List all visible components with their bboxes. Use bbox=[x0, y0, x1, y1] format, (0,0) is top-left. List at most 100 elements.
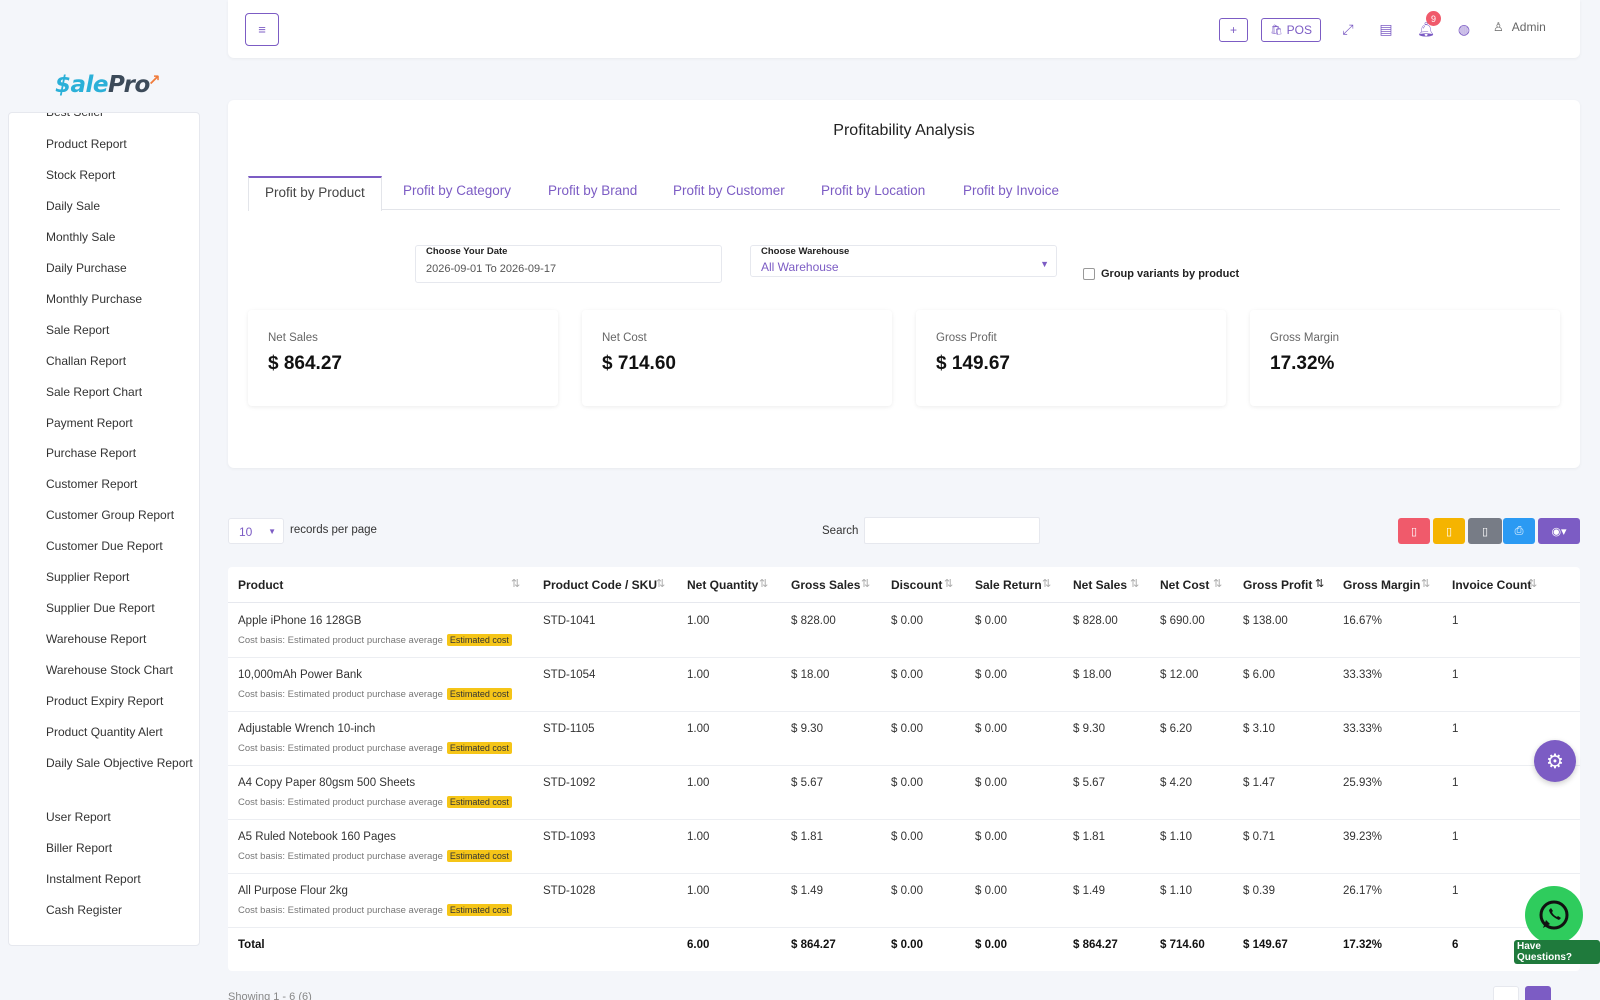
sidebar-item-stock-report[interactable]: Stock Report bbox=[46, 168, 116, 182]
tab-profit-by-brand[interactable]: Profit by Brand bbox=[548, 183, 638, 198]
column-header-net-cost[interactable]: Net Cost bbox=[1160, 578, 1210, 592]
sidebar-item-daily-sale[interactable]: Daily Sale bbox=[46, 199, 101, 213]
sort-icon[interactable]: ⇅ bbox=[759, 578, 769, 590]
table-cell: 1.00 bbox=[687, 723, 710, 735]
tab-profit-by-category[interactable]: Profit by Category bbox=[403, 183, 512, 198]
column-header-invoice-count[interactable]: Invoice Count bbox=[1452, 578, 1532, 592]
page-prev-button[interactable] bbox=[1493, 986, 1519, 1000]
showing-count: Showing 1 - 6 (6) bbox=[228, 991, 312, 1000]
sidebar-item-daily-purchase[interactable]: Daily Purchase bbox=[46, 261, 127, 275]
table-cell: $ 0.00 bbox=[975, 831, 1007, 843]
search-label: Search bbox=[822, 525, 859, 537]
sidebar-item-instalment-report[interactable]: Instalment Report bbox=[46, 872, 141, 886]
sidebar-item-purchase-report[interactable]: Purchase Report bbox=[46, 446, 137, 460]
table-cell: $ 828.00 bbox=[791, 615, 836, 627]
table-cell: 33.33% bbox=[1343, 669, 1383, 681]
brand-logo[interactable]: $alePro↗ bbox=[55, 71, 160, 98]
sidebar-item-challan-report[interactable]: Challan Report bbox=[46, 354, 127, 368]
sidebar-item-payment-report[interactable]: Payment Report bbox=[46, 416, 133, 430]
pos-button[interactable]: 🛍 POS bbox=[1261, 18, 1321, 42]
column-header-gross-sales[interactable]: Gross Sales bbox=[791, 578, 861, 592]
sort-icon[interactable]: ⇅ bbox=[511, 578, 521, 590]
table-row[interactable]: A4 Copy Paper 80gsm 500 Sheets STD-1092 1.… bbox=[228, 765, 1580, 820]
user-menu[interactable]: ♙ Admin bbox=[1493, 20, 1546, 34]
bell-icon[interactable]: 🔔︎ 9 bbox=[1416, 11, 1441, 39]
sidebar-item-product-report[interactable]: Product Report bbox=[46, 137, 127, 151]
group-variants-checkbox[interactable]: Group variants by product bbox=[1083, 268, 1239, 280]
warehouse-select[interactable]: Choose Warehouse All Warehouse ▼ bbox=[750, 245, 1057, 277]
cost-basis-note: Cost basis: Estimated product purchase a… bbox=[238, 904, 512, 916]
table-cell: $ 0.00 bbox=[891, 777, 923, 789]
globe-icon[interactable]: ◍ bbox=[1457, 20, 1471, 37]
table-row[interactable]: 10,000mAh Power Bank STD-1054 1.00 $ 18.00 $… bbox=[228, 657, 1580, 712]
date-range-field[interactable]: Choose Your Date 2026-09-01 To 2026-09-1… bbox=[415, 245, 722, 283]
sidebar-item-sale-report-chart[interactable]: Sale Report Chart bbox=[46, 385, 143, 399]
page-1-button[interactable] bbox=[1525, 986, 1551, 1000]
column-header-product[interactable]: Product bbox=[238, 578, 284, 592]
column-header-gross-margin[interactable]: Gross Margin bbox=[1343, 578, 1421, 592]
column-visibility-button[interactable]: ◉▾ bbox=[1538, 518, 1580, 544]
records-per-page-select[interactable]: 10 ▼ bbox=[228, 518, 284, 544]
search-input[interactable] bbox=[864, 517, 1040, 544]
sidebar-item-best-seller[interactable]: Best Seller bbox=[46, 112, 105, 119]
tab-profit-by-invoice[interactable]: Profit by Invoice bbox=[963, 183, 1060, 198]
column-header-discount[interactable]: Discount bbox=[891, 578, 943, 592]
stat-net-cost: Net Cost $ 714.60 bbox=[582, 310, 892, 406]
column-header-gross-profit[interactable]: Gross Profit bbox=[1243, 578, 1313, 592]
sidebar-item-warehouse-report[interactable]: Warehouse Report bbox=[46, 632, 147, 646]
sidebar-item-monthly-sale[interactable]: Monthly Sale bbox=[46, 230, 116, 244]
tab-profit-by-product[interactable]: Profit by Product bbox=[248, 176, 382, 211]
sort-icon[interactable]: ⇅ bbox=[1315, 578, 1325, 590]
print-button[interactable]: ⎙ bbox=[1503, 518, 1535, 544]
cost-basis-text: Cost basis: Estimated product purchase a… bbox=[238, 634, 443, 646]
sidebar-item-product-expiry-report[interactable]: Product Expiry Report bbox=[46, 694, 164, 708]
table-row[interactable]: Adjustable Wrench 10-inch STD-1105 1.00 $ 9… bbox=[228, 711, 1580, 766]
table-row[interactable]: Apple iPhone 16 128GB STD-1041 1.00 $ 828.0… bbox=[228, 603, 1580, 658]
cost-basis-note: Cost basis: Estimated product purchase a… bbox=[238, 796, 512, 808]
checkbox-box[interactable] bbox=[1083, 268, 1095, 280]
sidebar-item-sale-report[interactable]: Sale Report bbox=[46, 323, 110, 337]
add-button[interactable]: + bbox=[1219, 18, 1248, 42]
whatsapp-help-button[interactable] bbox=[1525, 886, 1583, 944]
fullscreen-icon[interactable]: ⤢ bbox=[1342, 20, 1354, 37]
column-header-sale-return[interactable]: Sale Return bbox=[975, 578, 1042, 592]
sort-icon[interactable]: ⇅ bbox=[1130, 578, 1140, 590]
sidebar-item-warehouse-stock-chart[interactable]: Warehouse Stock Chart bbox=[46, 663, 173, 677]
tab-profit-by-location[interactable]: Profit by Location bbox=[821, 183, 926, 198]
sidebar-item-customer-due-report[interactable]: Customer Due Report bbox=[46, 539, 163, 553]
caret-down-icon: ▼ bbox=[268, 527, 276, 536]
table-row[interactable]: All Purpose Flour 2kg STD-1028 1.00 $ 1.49 $… bbox=[228, 873, 1580, 928]
sort-icon[interactable]: ⇅ bbox=[656, 578, 666, 590]
sidebar-item-daily-sale-objective-report[interactable]: Daily Sale Objective Report bbox=[46, 756, 193, 770]
table-row[interactable]: A5 Ruled Notebook 160 Pages STD-1093 1.00 $… bbox=[228, 819, 1580, 874]
column-header-product-code-sku[interactable]: Product Code / SKU bbox=[543, 578, 658, 592]
total-cell: 17.32% bbox=[1343, 939, 1383, 951]
sort-icon[interactable]: ⇅ bbox=[1042, 578, 1052, 590]
sidebar-item-customer-group-report[interactable]: Customer Group Report bbox=[46, 508, 175, 522]
export-pdf-button[interactable]: ▯ bbox=[1398, 518, 1430, 544]
sidebar-item-product-quantity-alert[interactable]: Product Quantity Alert bbox=[46, 725, 163, 739]
table-cell: $ 1.10 bbox=[1160, 831, 1192, 843]
sort-icon[interactable]: ⇅ bbox=[944, 578, 954, 590]
archive-icon[interactable]: ▤ bbox=[1379, 20, 1393, 37]
sidebar-item-customer-report[interactable]: Customer Report bbox=[46, 477, 138, 491]
sidebar-item-monthly-purchase[interactable]: Monthly Purchase bbox=[46, 292, 143, 306]
sidebar-item-user-report[interactable]: User Report bbox=[46, 810, 111, 824]
sidebar-item-supplier-report[interactable]: Supplier Report bbox=[46, 570, 130, 584]
settings-fab[interactable]: ⚙ bbox=[1534, 740, 1576, 782]
sort-icon[interactable]: ⇅ bbox=[1528, 578, 1538, 590]
sort-icon[interactable]: ⇅ bbox=[861, 578, 871, 590]
export-excel-button[interactable]: ▯ bbox=[1468, 518, 1502, 544]
sidebar-item-supplier-due-report[interactable]: Supplier Due Report bbox=[46, 601, 155, 615]
sidebar: $alePro↗ Best Seller Product Report Stock … bbox=[0, 0, 214, 1000]
menu-toggle-button[interactable]: ≡ bbox=[245, 13, 279, 46]
sort-icon[interactable]: ⇅ bbox=[1421, 578, 1431, 590]
sidebar-item-cash-register[interactable]: Cash Register bbox=[46, 903, 123, 917]
tab-profit-by-customer[interactable]: Profit by Customer bbox=[673, 183, 785, 198]
column-header-net-quantity[interactable]: Net Quantity bbox=[687, 578, 759, 592]
sidebar-item-biller-report[interactable]: Biller Report bbox=[46, 841, 113, 855]
export-csv-button[interactable]: ▯ bbox=[1433, 518, 1465, 544]
total-cell: Total bbox=[238, 939, 265, 951]
sort-icon[interactable]: ⇅ bbox=[1213, 578, 1223, 590]
column-header-net-sales[interactable]: Net Sales bbox=[1073, 578, 1128, 592]
